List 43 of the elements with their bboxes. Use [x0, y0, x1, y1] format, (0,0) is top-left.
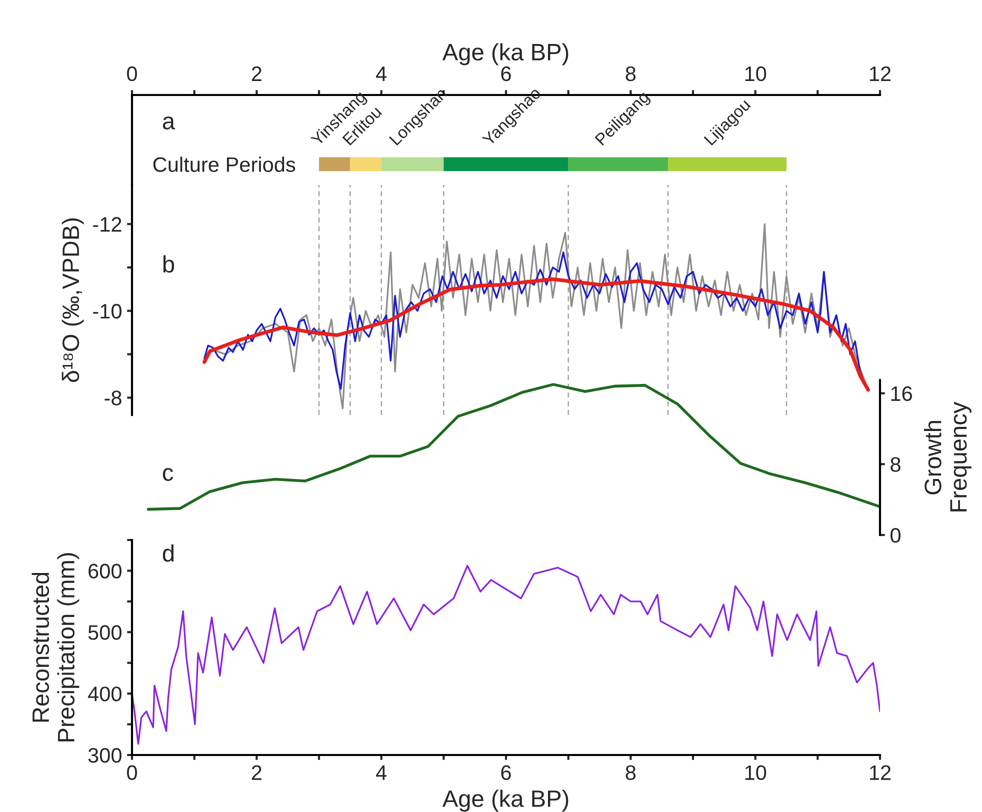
x-tick-label: 2 [252, 765, 262, 780]
y-axis-title: δ¹⁸O (‰,VPDB) [62, 218, 84, 382]
line-series [146, 383, 880, 511]
x-tick-label: 12 [870, 765, 891, 780]
annotation: b [163, 255, 174, 273]
x-tick-label: 8 [626, 66, 636, 82]
line-series [132, 564, 880, 745]
x-tick-label: 2 [252, 66, 262, 81]
x-tick-label: 4 [376, 66, 387, 81]
line-series [202, 277, 870, 392]
annotation: d [162, 544, 174, 562]
x-tick-label: 12 [870, 66, 891, 81]
y2-axis-title: Growth Frequency [924, 402, 972, 512]
y-tick-label: 300 [88, 748, 122, 763]
bar [568, 157, 668, 172]
y2-tick-label: 8 [890, 457, 900, 472]
bar [319, 157, 350, 172]
y-tick-label: 500 [88, 625, 122, 640]
bar [350, 157, 382, 172]
y2-tick-label: 0 [890, 528, 900, 543]
annotation: a [162, 116, 176, 130]
x-tick-label: 6 [501, 765, 511, 780]
annotation: c [162, 468, 174, 481]
y-tick-label: -8 [104, 390, 122, 406]
x-axis-title: Age (ka BP) [442, 790, 568, 812]
y-axis-title: Reconstructed Precipitation (mm) [32, 553, 80, 742]
x-tick-label: 6 [501, 66, 511, 82]
bar [668, 157, 786, 172]
y-tick-label: 600 [88, 564, 122, 578]
bar [381, 157, 444, 172]
y-tick-label: -12 [93, 217, 122, 232]
x-tick-label: 8 [626, 765, 636, 780]
y-tick-label: Culture Periods [153, 156, 296, 172]
x-tick-label: 0 [127, 765, 137, 780]
y2-tick-label: 16 [891, 386, 912, 402]
x-tick-label: 0 [127, 66, 137, 82]
x-axis-title: Age (ka BP) [442, 43, 568, 66]
x-tick-label: 4 [376, 765, 387, 780]
x-tick-label: 10 [745, 66, 766, 82]
bar [444, 157, 568, 172]
y-tick-label: -10 [93, 304, 122, 319]
x-tick-label: 10 [745, 765, 766, 780]
y-tick-label: 400 [88, 686, 122, 702]
